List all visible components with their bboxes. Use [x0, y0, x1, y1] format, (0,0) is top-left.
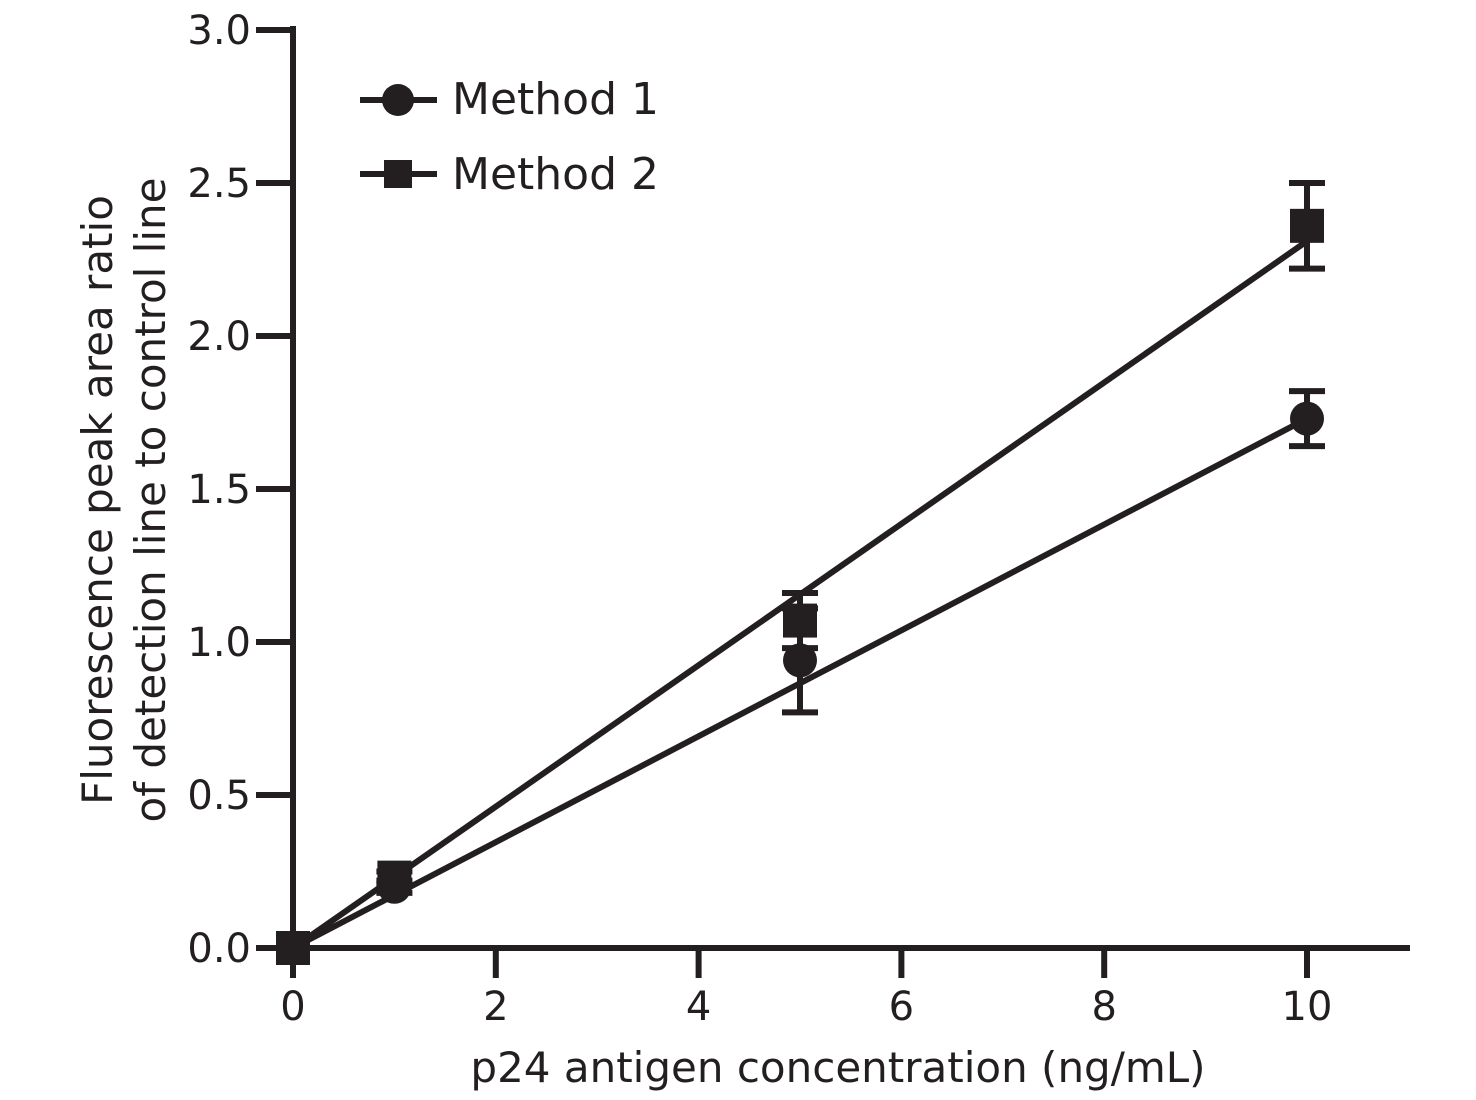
y-axis-title-line-1: Fluorescence peak area ratio — [73, 195, 122, 805]
y-axis-ticks: 0.0 0.5 1.0 1.5 2.0 2.5 3.0 — [187, 8, 293, 972]
x-tick-label: 6 — [889, 984, 914, 1030]
x-tick-label: 8 — [1091, 984, 1116, 1030]
y-tick-label: 0.0 — [187, 926, 251, 972]
y-tick-label: 1.0 — [187, 620, 251, 666]
y-axis-title-line-2: of detection line to control line — [126, 178, 175, 823]
x-tick-label: 10 — [1282, 984, 1333, 1030]
data-point-method-2 — [276, 931, 310, 965]
y-tick-label: 0.5 — [187, 773, 251, 819]
legend-marker-method-2 — [384, 160, 412, 188]
x-tick-label: 2 — [483, 984, 508, 1030]
plot-area — [276, 180, 1325, 965]
data-point-method-2 — [377, 860, 412, 895]
data-point-method-1 — [783, 643, 817, 678]
series-method-1 — [276, 388, 1325, 965]
data-point-method-2 — [1290, 208, 1324, 243]
data-point-method-2 — [783, 603, 817, 638]
x-tick-label: 0 — [280, 984, 305, 1030]
legend-label-method-1: Method 1 — [452, 74, 659, 125]
y-axis-title: Fluorescence peak area ratio of detectio… — [73, 178, 175, 823]
data-point-method-1 — [1290, 401, 1324, 436]
legend: Method 1 Method 2 — [360, 74, 659, 200]
y-tick-label: 1.5 — [187, 467, 251, 513]
x-axis-ticks: 0 2 4 6 8 10 — [280, 948, 1332, 1030]
legend-marker-method-1 — [382, 84, 414, 116]
y-tick-label: 2.0 — [187, 314, 251, 360]
legend-label-method-2: Method 2 — [452, 149, 659, 200]
y-tick-label: 3.0 — [187, 8, 251, 54]
x-tick-label: 4 — [686, 984, 711, 1030]
series-method-2 — [276, 180, 1325, 965]
x-axis-title: p24 antigen concentration (ng/mL) — [470, 1043, 1205, 1092]
y-tick-label: 2.5 — [187, 161, 251, 207]
